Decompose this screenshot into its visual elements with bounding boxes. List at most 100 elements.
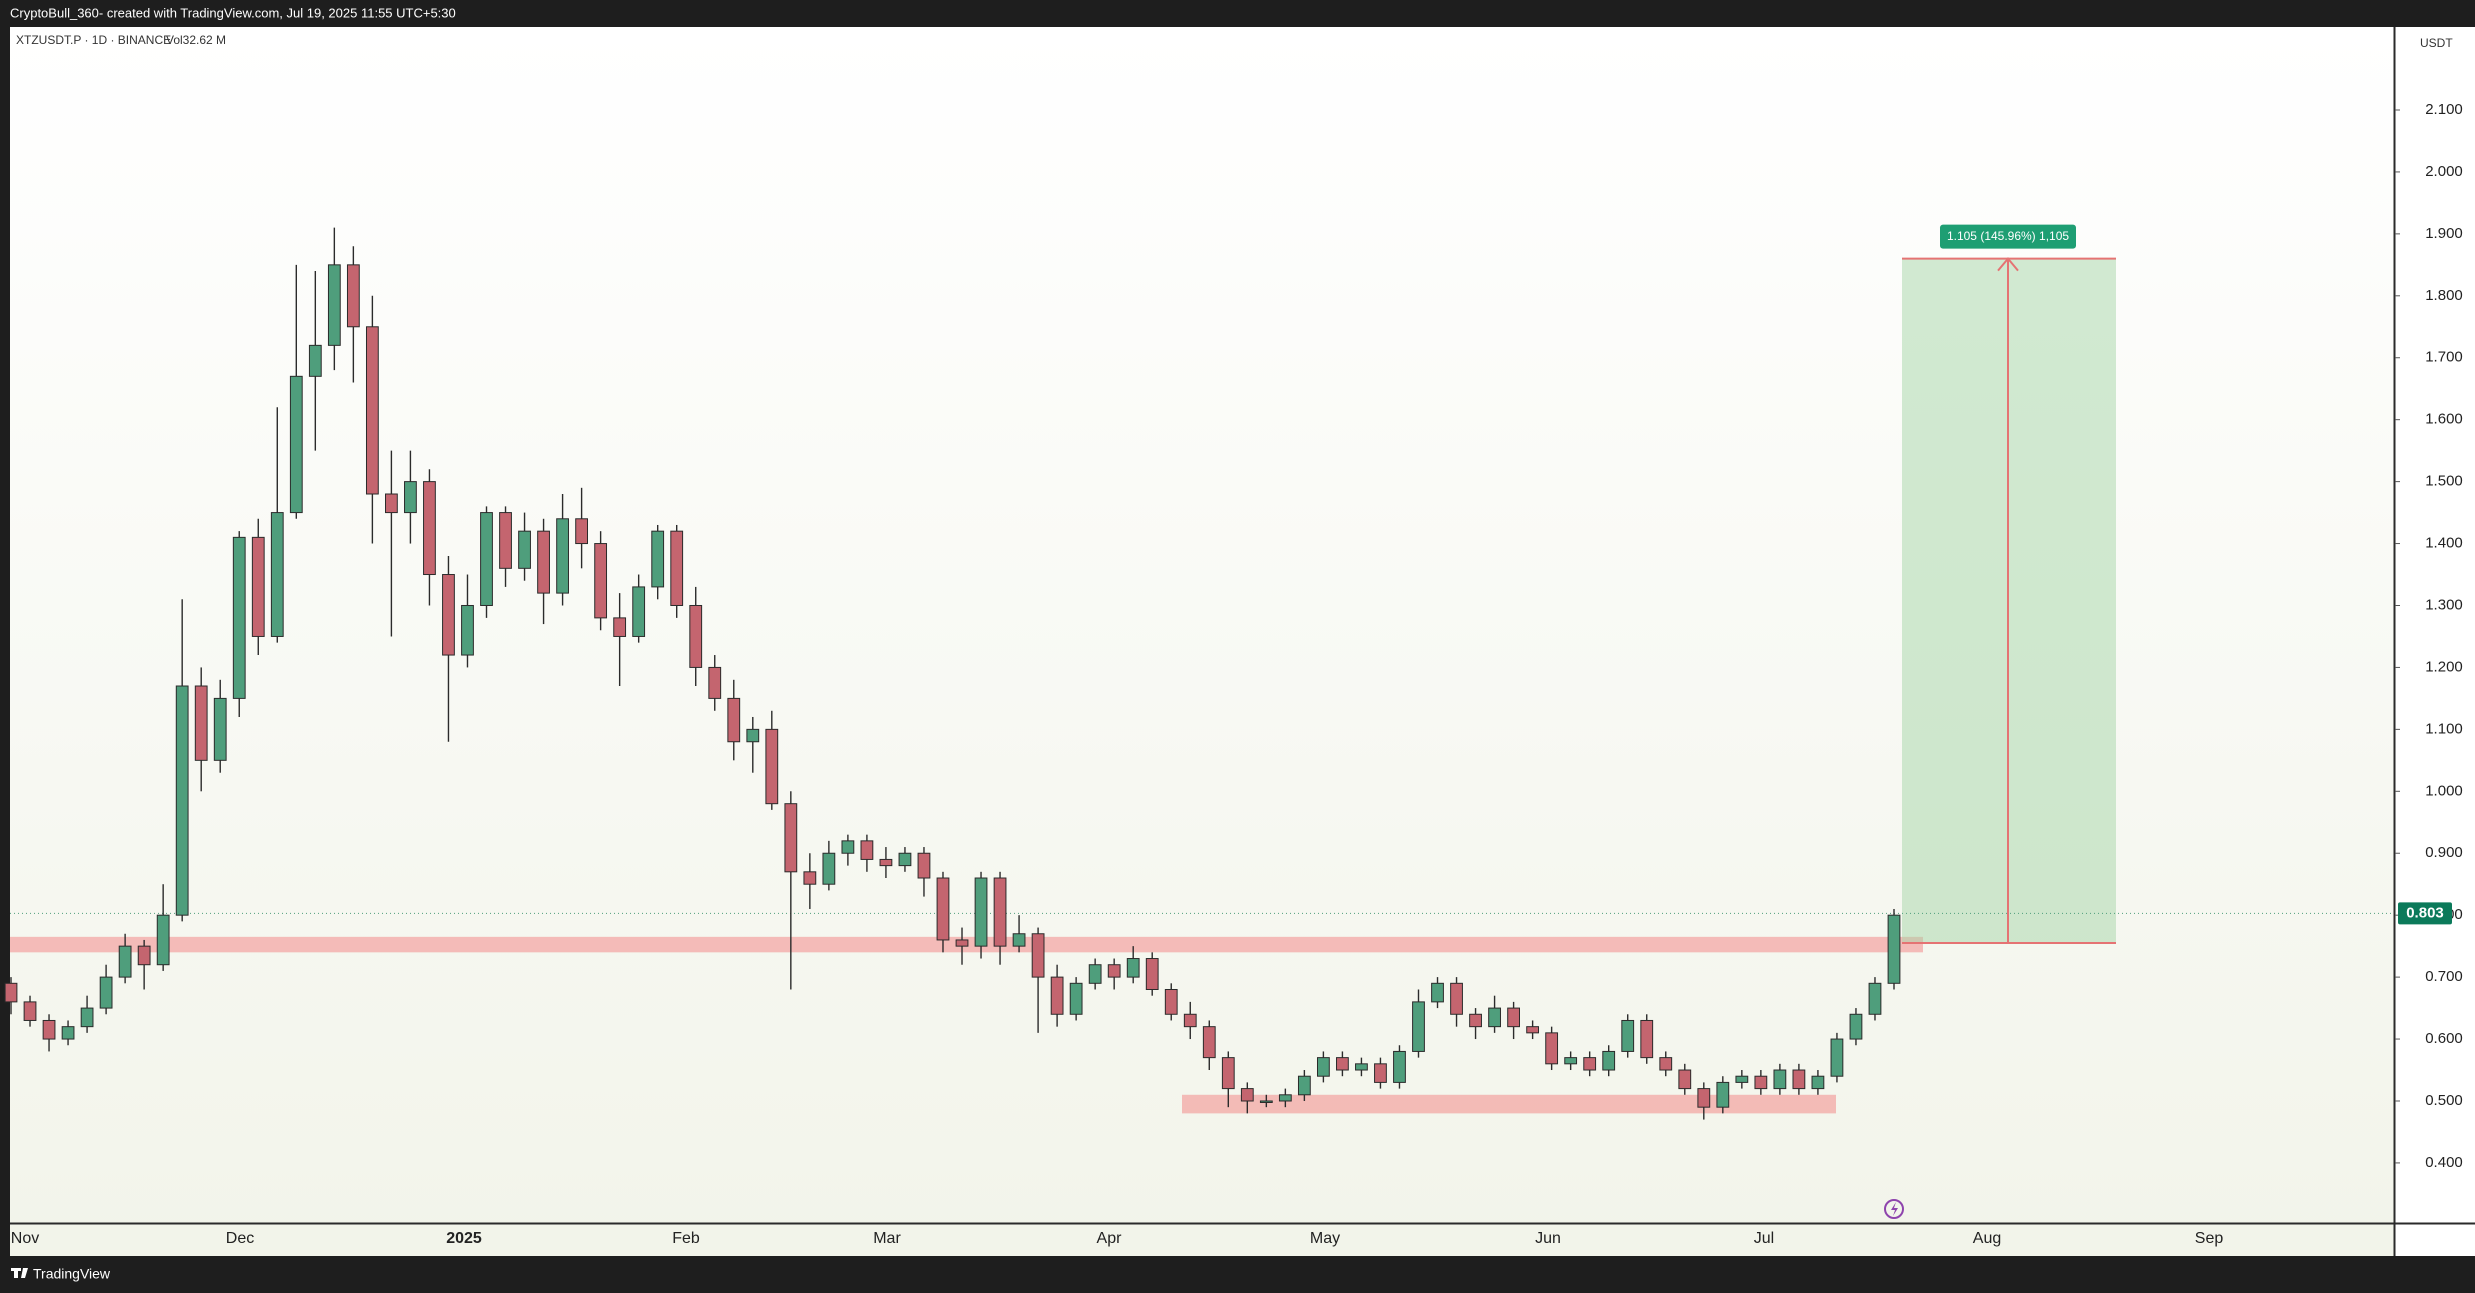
candle-body [1126,958,1140,978]
candle-body [365,326,379,495]
candle-body [156,914,170,966]
y-tick-label: 1.000 [2425,782,2463,799]
candle-body [1259,1100,1273,1103]
candle-body [841,840,855,854]
candle-body [575,518,589,545]
candle-body [822,852,836,885]
candle-body [1278,1094,1292,1102]
candle-body [1355,1063,1368,1071]
candle-body [556,518,569,594]
x-tick-label: 2025 [446,1230,482,1247]
candle-body [993,877,1007,947]
last-price-badge [2398,902,2452,925]
unit: USDT [2420,36,2453,50]
x-tick-label: Jul [1754,1230,1774,1247]
x-tick-label: Nov [11,1230,39,1247]
candle-body [346,264,360,328]
candle-body [1697,1088,1711,1108]
candle-body [1164,988,1178,1015]
candle-body [1431,982,1444,1003]
candle-body [955,939,969,947]
candle-body [1773,1069,1787,1090]
candle-body [442,574,455,656]
target-label: 1.105 (145.96%) 1,105 [1947,229,2069,243]
candle-body [727,697,741,743]
candle-body [270,512,284,637]
y-tick-label: 1.600 [2425,411,2463,428]
candle-body [1107,964,1121,978]
candle-body [327,264,341,346]
candle-body [1526,1026,1540,1034]
y-tick-label: 1.100 [2425,720,2463,737]
candle-body [537,530,550,594]
candle-body [1602,1050,1616,1071]
candle-body [1488,1007,1501,1028]
zone [1182,1094,1836,1114]
y-tick-label: 0.600 [2425,1030,2463,1047]
y-tick-label: 1.700 [2425,349,2463,366]
y-tick-label: 0.400 [2425,1154,2463,1171]
candle-body [1202,1026,1216,1059]
y-tick-label: 0.700 [2425,968,2463,985]
candle-body [1050,976,1064,1015]
candle-body [118,945,132,978]
candle-body [1012,933,1026,947]
y-tick-label: 1.400 [2425,535,2463,552]
candle-body [1640,1019,1654,1059]
candle-body [42,1019,56,1040]
candle-body [385,493,398,514]
footer-brand: TradingView [33,1266,111,1282]
candle-body [1374,1063,1387,1083]
candle-body [1849,1013,1863,1040]
candle-body [1583,1057,1597,1071]
candle-body [61,1026,75,1040]
candle-body [1221,1057,1235,1090]
x-tick-label: Mar [873,1230,901,1247]
x-tick-label: Feb [672,1230,700,1247]
y-tick-label: 1.300 [2425,596,2463,613]
volume: Vol32.62 M [166,33,226,47]
y-tick-label: 2.100 [2425,101,2463,118]
candle-body [1469,1013,1482,1028]
candle-body [80,1007,94,1028]
candle-body [1735,1075,1749,1083]
candle-body [708,666,722,699]
candle-body [1564,1057,1578,1065]
x-tick-label: Dec [226,1230,254,1247]
candle-body [803,871,817,885]
candle-body [1887,914,1901,984]
candle-body [917,852,931,879]
candle-body [461,604,474,656]
candle-body [213,697,227,761]
candle-body [1412,1001,1425,1052]
candle-body [1145,958,1159,990]
candle-body [1393,1050,1406,1083]
y-tick-label: 1.500 [2425,473,2463,490]
y-tick-label: 1.200 [2425,658,2463,675]
candle-body [1507,1007,1520,1028]
last-price-label: 0.803 [2406,904,2444,921]
candle-body [1336,1057,1349,1071]
y-tick-label: 1.900 [2425,225,2463,242]
candle-body [898,852,912,867]
x-tick-label: Aug [1973,1230,2001,1247]
candle-body [23,1001,37,1021]
candle-body [1088,964,1102,984]
candle-body [632,586,646,637]
candle-body [746,728,760,743]
candle-body [1545,1032,1559,1065]
candle-body [670,530,684,606]
candle-body [974,877,988,947]
target-arrowhead [1997,257,2019,272]
candle-body [1297,1075,1311,1096]
candle-body [499,512,512,569]
candle-body [1830,1038,1844,1077]
alert-icon [1884,1199,1904,1219]
candle-body [594,543,608,619]
y-tick-label: 0.500 [2425,1092,2463,1109]
candle-body [613,617,627,637]
candle-body [689,604,703,668]
candle-body [1716,1081,1730,1108]
